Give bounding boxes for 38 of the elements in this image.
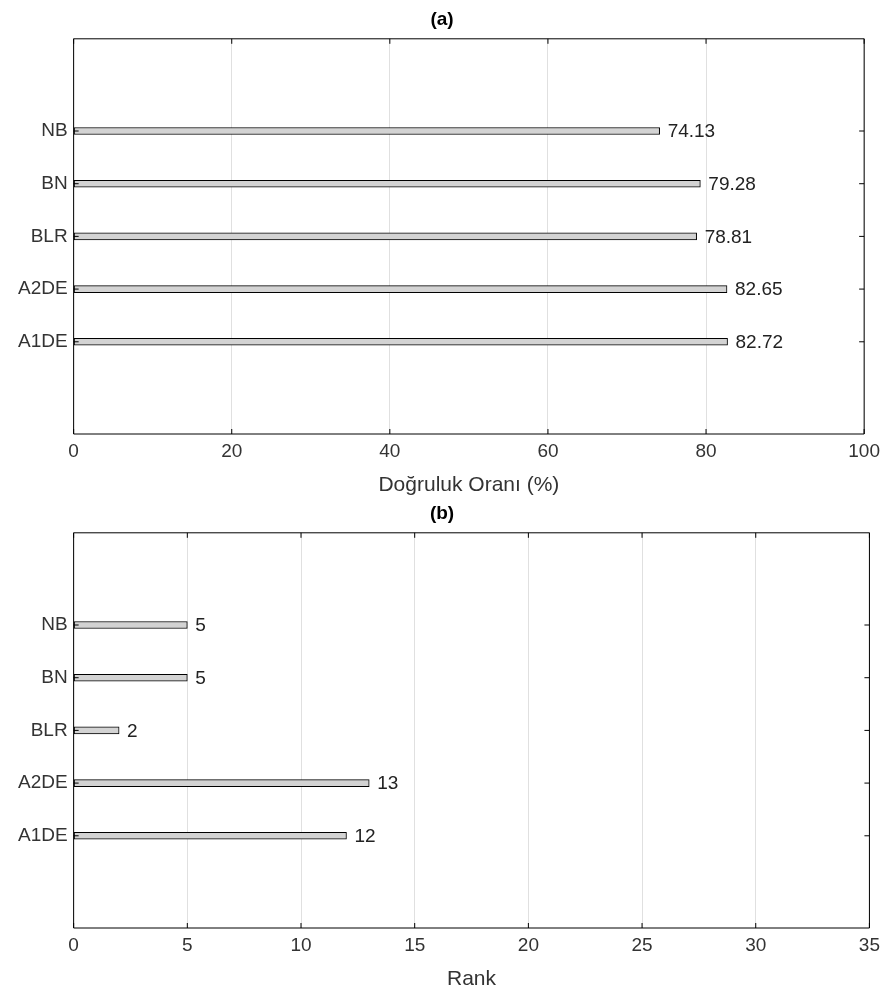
y-tick-label: BN	[41, 665, 68, 687]
data-label: 12	[354, 825, 376, 847]
y-tick-label: A2DE	[17, 277, 68, 299]
x-tick-label: 100	[848, 439, 880, 461]
y-tick-label: A2DE	[17, 771, 68, 793]
y-tick-label: BLR	[30, 718, 68, 740]
x-axis-title: Rank	[447, 966, 497, 990]
x-tick-label: 35	[858, 933, 880, 955]
x-tick-label: 20	[517, 933, 539, 955]
data-label: 82.72	[735, 331, 784, 353]
x-tick-label: 15	[404, 933, 426, 955]
x-tick-label: 20	[221, 439, 243, 461]
x-tick-label: 25	[631, 933, 653, 955]
data-label: 13	[377, 772, 399, 794]
x-tick-label: 30	[745, 933, 767, 955]
data-label: 78.81	[704, 225, 753, 247]
data-label: 5	[195, 614, 206, 636]
data-label: 82.65	[735, 278, 783, 300]
x-tick-label: 5	[182, 933, 193, 955]
y-tick-label: NB	[41, 613, 68, 635]
y-tick-label: BLR	[30, 224, 68, 246]
chart-title: (a)	[430, 7, 454, 29]
data-label: 2	[127, 719, 138, 741]
data-label: 5	[195, 666, 206, 688]
y-tick-label: BN	[41, 171, 68, 193]
chart-title: (b)	[429, 501, 455, 523]
x-tick-label: 40	[379, 439, 401, 461]
x-tick-label: 80	[695, 439, 717, 461]
data-label: 79.28	[708, 172, 756, 194]
x-axis-title: Doğruluk Oranı (%)	[378, 472, 560, 496]
y-tick-label: A1DE	[17, 330, 68, 352]
data-label: 74.13	[667, 120, 716, 142]
x-tick-label: 0	[68, 933, 79, 955]
x-tick-label: 10	[290, 933, 312, 955]
x-tick-label: 60	[537, 439, 559, 461]
y-tick-label: NB	[41, 119, 68, 141]
x-tick-label: 0	[68, 439, 79, 461]
y-tick-label: A1DE	[17, 824, 68, 846]
